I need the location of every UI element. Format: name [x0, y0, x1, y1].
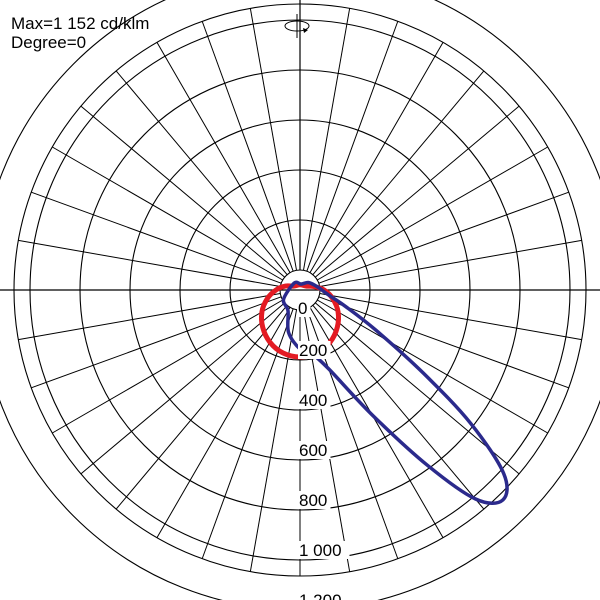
- max-intensity-label: Max=1 152 cd/klm: [11, 14, 150, 33]
- grid-spoke-200: [201, 21, 294, 272]
- grid-spoke-310: [80, 302, 286, 475]
- grid-spoke-230: [80, 105, 286, 278]
- grid-spoke-220: [115, 70, 288, 276]
- grid-spoke-100: [319, 239, 582, 288]
- grid-spoke-150: [309, 42, 444, 273]
- tick-label-1000: 1 000: [299, 541, 342, 560]
- tick-label-bg-1000: [298, 541, 350, 559]
- grid-spoke-110: [318, 191, 569, 284]
- grid-spoke-160: [306, 21, 399, 272]
- series-curve-2: [281, 280, 509, 506]
- series-layer: [259, 280, 509, 506]
- grid-spoke-290: [31, 296, 282, 389]
- grid-spoke-30: [309, 307, 444, 538]
- tick-label-bg-400: [298, 391, 331, 409]
- tick-label-bg-1200: [298, 591, 350, 600]
- degree-label: Degree=0: [11, 33, 87, 52]
- tick-label-bg-800: [298, 491, 331, 509]
- tick-label-0: 0: [298, 299, 307, 318]
- grid-spoke-240: [52, 146, 283, 281]
- tick-label-1200: 1 200: [299, 591, 342, 600]
- grid-spoke-80: [319, 292, 582, 341]
- grid-spoke-280: [18, 292, 281, 341]
- grid-spoke-340: [201, 308, 294, 559]
- grid-spoke-130: [314, 105, 520, 278]
- radial-tick-labels: 0 200 400 600 800 1 000 1 200: [297, 299, 350, 600]
- grid-spoke-210: [156, 42, 291, 273]
- grid-spoke-170: [302, 8, 351, 271]
- grid-spoke-60: [317, 299, 548, 434]
- tick-label-bg-600: [298, 441, 331, 459]
- grid-spoke-70: [318, 296, 569, 389]
- grid-spoke-190: [249, 8, 298, 271]
- tick-label-bg-0: [297, 299, 311, 317]
- grid-spoke-330: [156, 307, 291, 538]
- rotate-icon: [284, 14, 310, 38]
- grid-spoke-300: [52, 299, 283, 434]
- tick-label-600: 600: [299, 441, 327, 460]
- grid-spoke-140: [312, 70, 485, 276]
- grid-spoke-260: [18, 239, 281, 288]
- grid-spoke-320: [115, 304, 288, 510]
- grid-spoke-40: [312, 304, 485, 510]
- grid-spoke-250: [31, 191, 282, 284]
- tick-label-800: 800: [299, 491, 327, 510]
- tick-label-200: 200: [299, 341, 327, 360]
- tick-label-400: 400: [299, 391, 327, 410]
- tick-label-bg-200: [298, 341, 331, 359]
- grid-spoke-120: [317, 146, 548, 281]
